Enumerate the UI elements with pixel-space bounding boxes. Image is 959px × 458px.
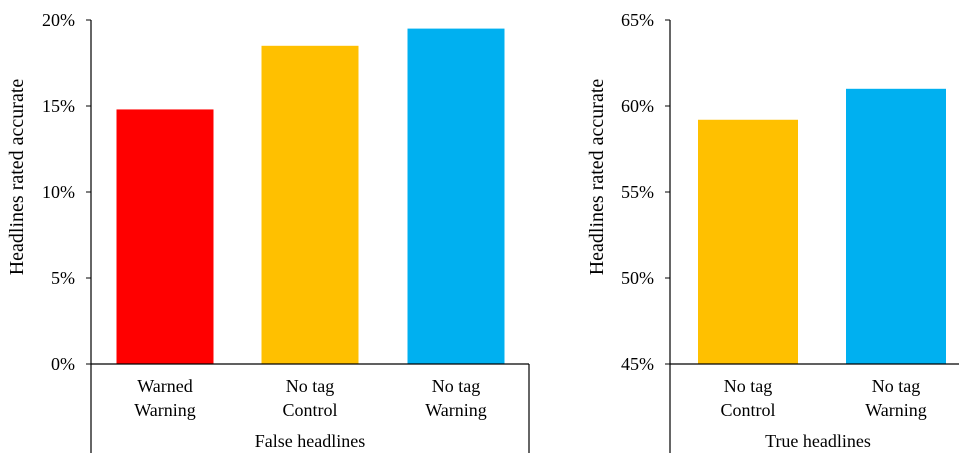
y-tick-label-1-4: 15%	[42, 96, 75, 116]
y-tick-label-2-4: 60%	[621, 96, 654, 116]
y-tick-label-1-2: 5%	[51, 268, 75, 288]
category-label-1-2-line-2: Control	[282, 400, 337, 420]
bar-2-2	[846, 88, 946, 365]
y-axis-title-1: Headlines rated accurate	[6, 79, 28, 276]
category-label-1-3-line-1: No tag	[432, 376, 481, 396]
y-tick-label-1-5: 20%	[42, 10, 75, 30]
bar-1-1	[116, 109, 214, 364]
category-label-2-2-line-2: Warning	[865, 400, 927, 420]
y-tick-label-2-3: 55%	[621, 182, 654, 202]
category-label-1-2-line-1: No tag	[286, 376, 335, 396]
category-label-2-2-line-1: No tag	[872, 376, 921, 396]
y-tick-label-2-2: 50%	[621, 268, 654, 288]
category-label-2-1-line-1: No tag	[724, 376, 773, 396]
y-tick-label-2-5: 65%	[621, 10, 654, 30]
y-tick-label-1-1: 0%	[51, 354, 75, 374]
group-label-2: True headlines	[765, 431, 871, 451]
category-label-1-1-line-1: Warned	[137, 376, 193, 396]
y-tick-label-1-3: 10%	[42, 182, 75, 202]
category-label-2-1-line-2: Control	[720, 400, 775, 420]
group-label-1: False headlines	[255, 431, 365, 451]
y-tick-label-2-1: 45%	[621, 354, 654, 374]
bar-2-1	[698, 119, 798, 364]
y-axis-title-2: Headlines rated accurate	[586, 79, 608, 276]
bar-1-3	[407, 28, 505, 364]
category-label-1-3-line-2: Warning	[425, 400, 487, 420]
category-label-1-1-line-2: Warning	[134, 400, 196, 420]
bar-1-2	[261, 45, 359, 365]
